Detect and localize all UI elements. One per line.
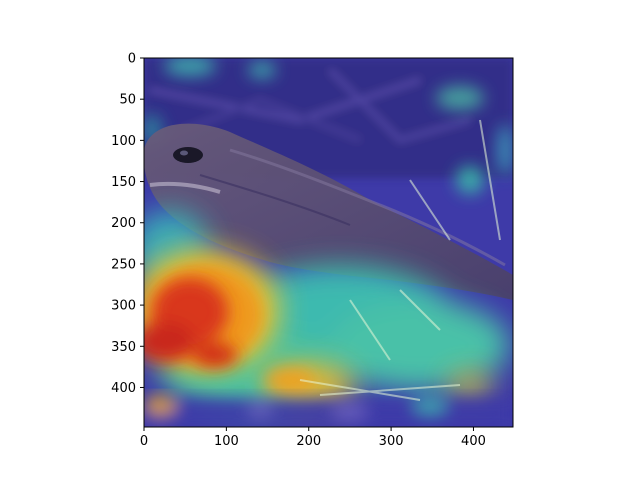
y-tick-label: 150 (111, 175, 136, 190)
x-tick-label: 200 (296, 434, 321, 449)
y-tick-label: 50 (119, 93, 136, 108)
x-tick-label: 300 (379, 434, 404, 449)
y-tick-label: 400 (111, 381, 136, 396)
y-tick-label: 250 (111, 257, 136, 272)
y-tick-label: 300 (111, 299, 136, 314)
axes-frame (143, 57, 514, 428)
x-tick-label: 100 (214, 434, 239, 449)
y-tick-label: 0 (128, 52, 136, 67)
attention-heatmap-image (144, 58, 513, 427)
y-tick-label: 200 (111, 216, 136, 231)
y-tick-label: 100 (111, 134, 136, 149)
y-tick-label: 350 (111, 340, 136, 355)
bird-silhouette (144, 123, 513, 300)
x-axis: 0 100 200 300 400 (140, 427, 486, 449)
y-axis: 0 50 100 150 200 250 300 350 400 (111, 52, 144, 396)
x-tick-label: 400 (461, 434, 486, 449)
x-tick-label: 0 (140, 434, 148, 449)
